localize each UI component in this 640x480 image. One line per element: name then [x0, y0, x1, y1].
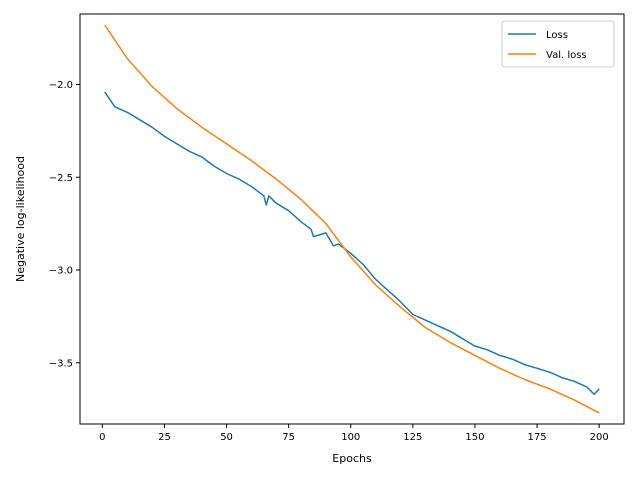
x-axis: 0 25 50 75 100 125 150 175 200 — [99, 424, 609, 443]
series-line-loss — [104, 91, 600, 396]
y-axis: −3.5 −3.0 −2.5 −2.0 — [49, 80, 80, 369]
series-layer — [104, 24, 600, 414]
plot-area: 0 25 50 75 100 125 150 175 200 −3.5 −3.0 −2.5 −2.0 — [49, 13, 625, 443]
y-tick-label: −3.0 — [49, 266, 73, 277]
y-axis-label: Negative log-likelihood — [14, 156, 27, 282]
x-tick-label: 200 — [590, 432, 609, 443]
legend-label-val-loss: Val. loss — [546, 50, 587, 61]
y-tick-label: −2.5 — [49, 173, 73, 184]
x-tick-label: 175 — [528, 432, 547, 443]
x-tick-label: 75 — [282, 432, 295, 443]
legend: Loss Val. loss — [501, 20, 615, 68]
y-tick-label: −2.0 — [49, 80, 73, 91]
y-tick-label: −3.5 — [49, 358, 73, 369]
x-tick-label: 100 — [341, 432, 360, 443]
plot-frame — [79, 13, 625, 425]
x-tick-label: 0 — [99, 432, 105, 443]
series-line-val-loss — [104, 24, 600, 414]
x-tick-label: 50 — [220, 432, 233, 443]
x-tick-label: 125 — [403, 432, 422, 443]
x-tick-label: 150 — [465, 432, 484, 443]
x-axis-label: Epochs — [332, 452, 372, 465]
legend-label-loss: Loss — [546, 30, 568, 41]
legend-box — [501, 20, 615, 68]
x-tick-label: 25 — [158, 432, 171, 443]
